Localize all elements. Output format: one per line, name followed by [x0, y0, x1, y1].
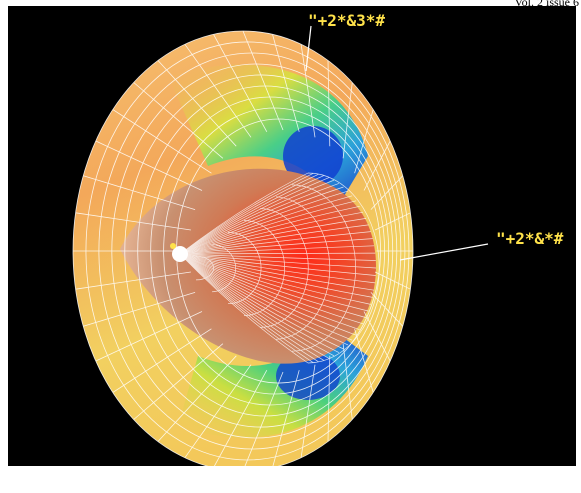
right-callout-line	[399, 243, 489, 261]
shell-radial-line	[370, 292, 403, 327]
cone-radial-line	[179, 172, 314, 255]
cone-radial-line	[179, 238, 373, 255]
apex-highlight	[170, 243, 176, 249]
inner-mesh	[179, 172, 380, 364]
shell-radial-line	[133, 82, 224, 159]
cone-radial-line	[179, 175, 325, 255]
shell-radial-line	[327, 60, 331, 147]
shell-radial-line	[213, 370, 268, 466]
cone-radial-line	[179, 253, 369, 312]
shell-radial-line	[75, 271, 191, 290]
cone-radial-line	[179, 224, 369, 255]
right-callout-label: "+2*&*#	[496, 229, 564, 248]
shell-radial-line	[112, 328, 212, 393]
cone-radial-line	[179, 253, 360, 331]
shell-radial-line	[95, 311, 203, 362]
cone-radial-line	[179, 200, 357, 255]
cone-radial-line	[179, 253, 364, 325]
cone-radial-line	[179, 186, 344, 255]
cone-radial-line	[179, 253, 371, 305]
cone-radial-line	[179, 253, 373, 298]
cone-radial-line	[179, 183, 340, 255]
cone-radial-line	[179, 195, 353, 255]
shell-radial-line	[184, 364, 252, 458]
shell-radial-line	[75, 212, 191, 231]
outer-mesh	[72, 30, 414, 466]
top-callout-label: "+2*&3*#	[308, 11, 385, 30]
cone-radial-line	[179, 231, 371, 255]
cone-ring-line	[291, 184, 356, 352]
shell-radial-line	[300, 44, 316, 138]
shell-radial-line	[374, 212, 411, 231]
cone-radial-line	[179, 253, 375, 291]
shell-radial-line	[157, 355, 237, 442]
cone-ring-line	[195, 255, 214, 281]
cone-ring-line	[243, 220, 285, 316]
cone-radial-line	[179, 253, 319, 363]
shell-radial-line	[133, 343, 224, 420]
shell-radial-line	[354, 109, 374, 174]
cone-radial-line	[179, 253, 330, 359]
shell-radial-line	[184, 44, 252, 138]
cone-radial-line	[179, 253, 357, 336]
cone-radial-line	[179, 253, 325, 361]
shell-radial-line	[272, 34, 300, 132]
top-callout-line	[305, 25, 312, 72]
shell-radial-line	[272, 370, 300, 466]
shell-radial-line	[242, 30, 284, 131]
cone-radial-line	[179, 253, 376, 261]
cone-radial-line	[179, 252, 376, 255]
cone-radial-line	[179, 253, 353, 341]
shell-radial-line	[363, 311, 391, 362]
cone-ring-line	[227, 232, 262, 305]
shell-radial-line	[300, 364, 316, 458]
shell-radial-line	[213, 34, 268, 132]
cone-radial-line	[179, 253, 377, 269]
shell-radial-line	[342, 82, 353, 159]
shell-radial-line	[363, 140, 391, 191]
cone-radial-line	[179, 253, 367, 318]
cone-radial-line	[179, 253, 314, 363]
cone-radial-line	[179, 253, 376, 284]
cone-radial-line	[179, 253, 309, 364]
cone-radial-line	[179, 211, 364, 255]
corner-text: Vol. 2 issue 6	[514, 0, 579, 9]
cone-radial-line	[179, 177, 330, 255]
cone-radial-line	[179, 245, 375, 255]
shell-radial-line	[83, 292, 196, 327]
visualization-frame: "+2*&3*# "+2*&*#	[8, 6, 576, 466]
cone-ring-line	[307, 172, 380, 364]
cone-radial-line	[179, 172, 309, 255]
shell-radial-line	[157, 60, 237, 147]
shell-radial-line	[354, 328, 374, 393]
shell-radial-line	[374, 271, 411, 290]
shell-radial-line	[95, 140, 203, 191]
cone-ring-line	[211, 243, 236, 293]
shell-radial-line	[244, 371, 284, 466]
cone-radial-line	[179, 173, 319, 255]
shell-radial-line	[370, 175, 403, 210]
cone-radial-line	[179, 253, 335, 357]
shell-radial-line	[112, 109, 212, 174]
shell-radial-line	[83, 175, 196, 210]
shell-radial-line	[327, 355, 331, 442]
cone-ring-line	[275, 196, 331, 340]
cone-radial-line	[179, 253, 349, 346]
shell-radial-line	[342, 343, 353, 420]
apex-point	[172, 246, 188, 262]
cone-radial-line	[179, 179, 335, 255]
cone-ring-line	[259, 208, 309, 328]
cone-radial-line	[179, 190, 349, 255]
surface-visualization: "+2*&3*# "+2*&*#	[72, 11, 564, 466]
